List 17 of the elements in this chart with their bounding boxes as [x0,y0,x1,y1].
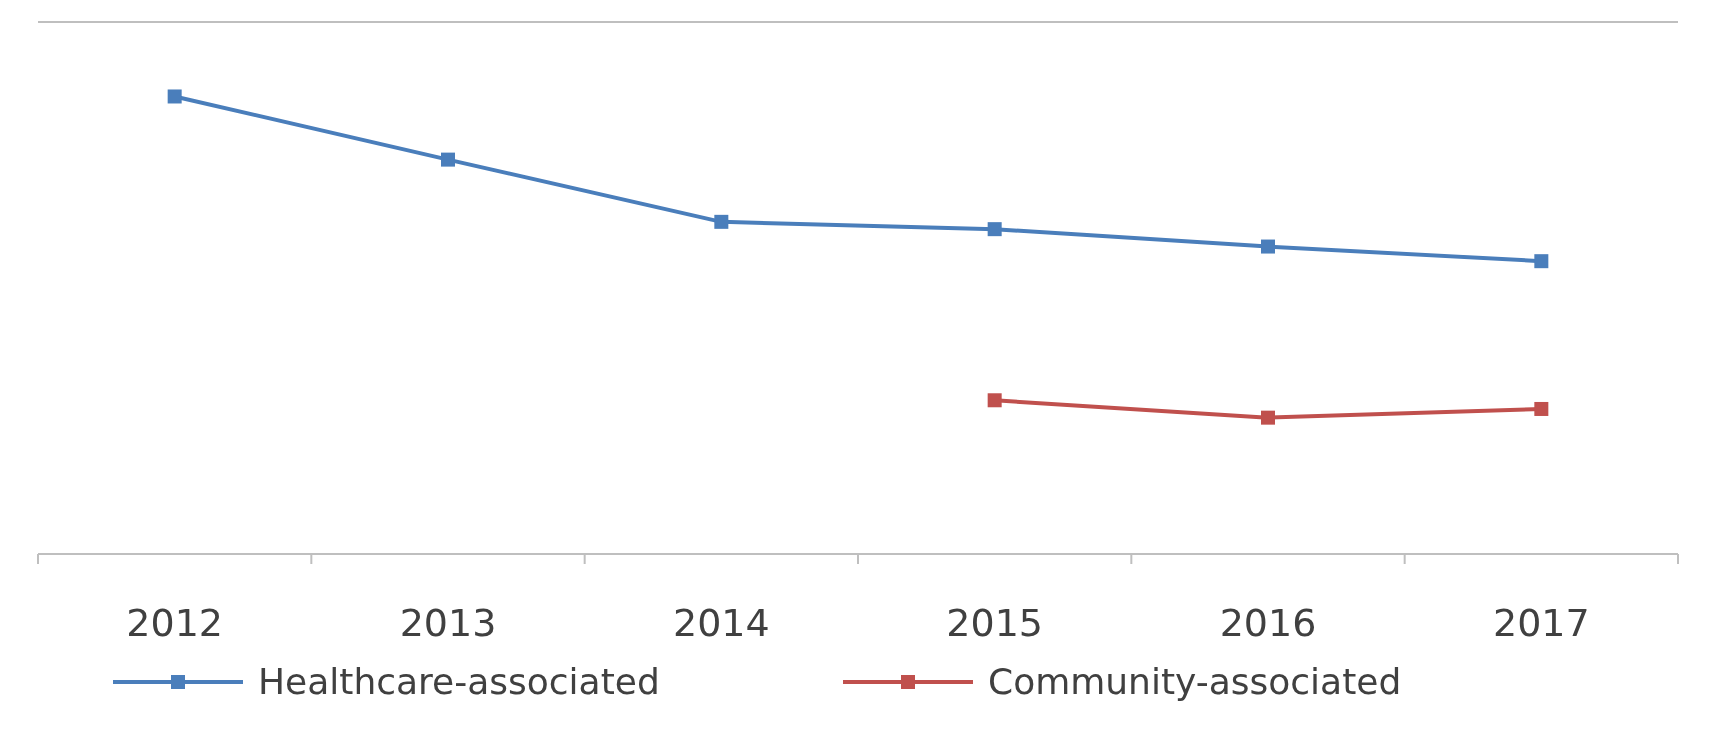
x-tick-label: 2013 [399,601,497,645]
point [1261,239,1275,254]
point [1534,401,1549,416]
legend-label: Healthcare-associated [258,661,660,702]
x-tick-label: 2014 [672,601,770,645]
point [167,89,182,104]
point [714,214,729,229]
point [441,152,455,167]
x-tick-label: 2017 [1492,601,1590,645]
x-tick-label: 2012 [126,601,224,645]
x-tick-label: 2016 [1219,601,1317,645]
legend-label: Community-associated [988,661,1402,702]
point [987,222,1002,237]
point [1534,254,1549,269]
x-tick-label: 2015 [946,601,1044,645]
point [987,393,1002,408]
point [1261,410,1275,425]
